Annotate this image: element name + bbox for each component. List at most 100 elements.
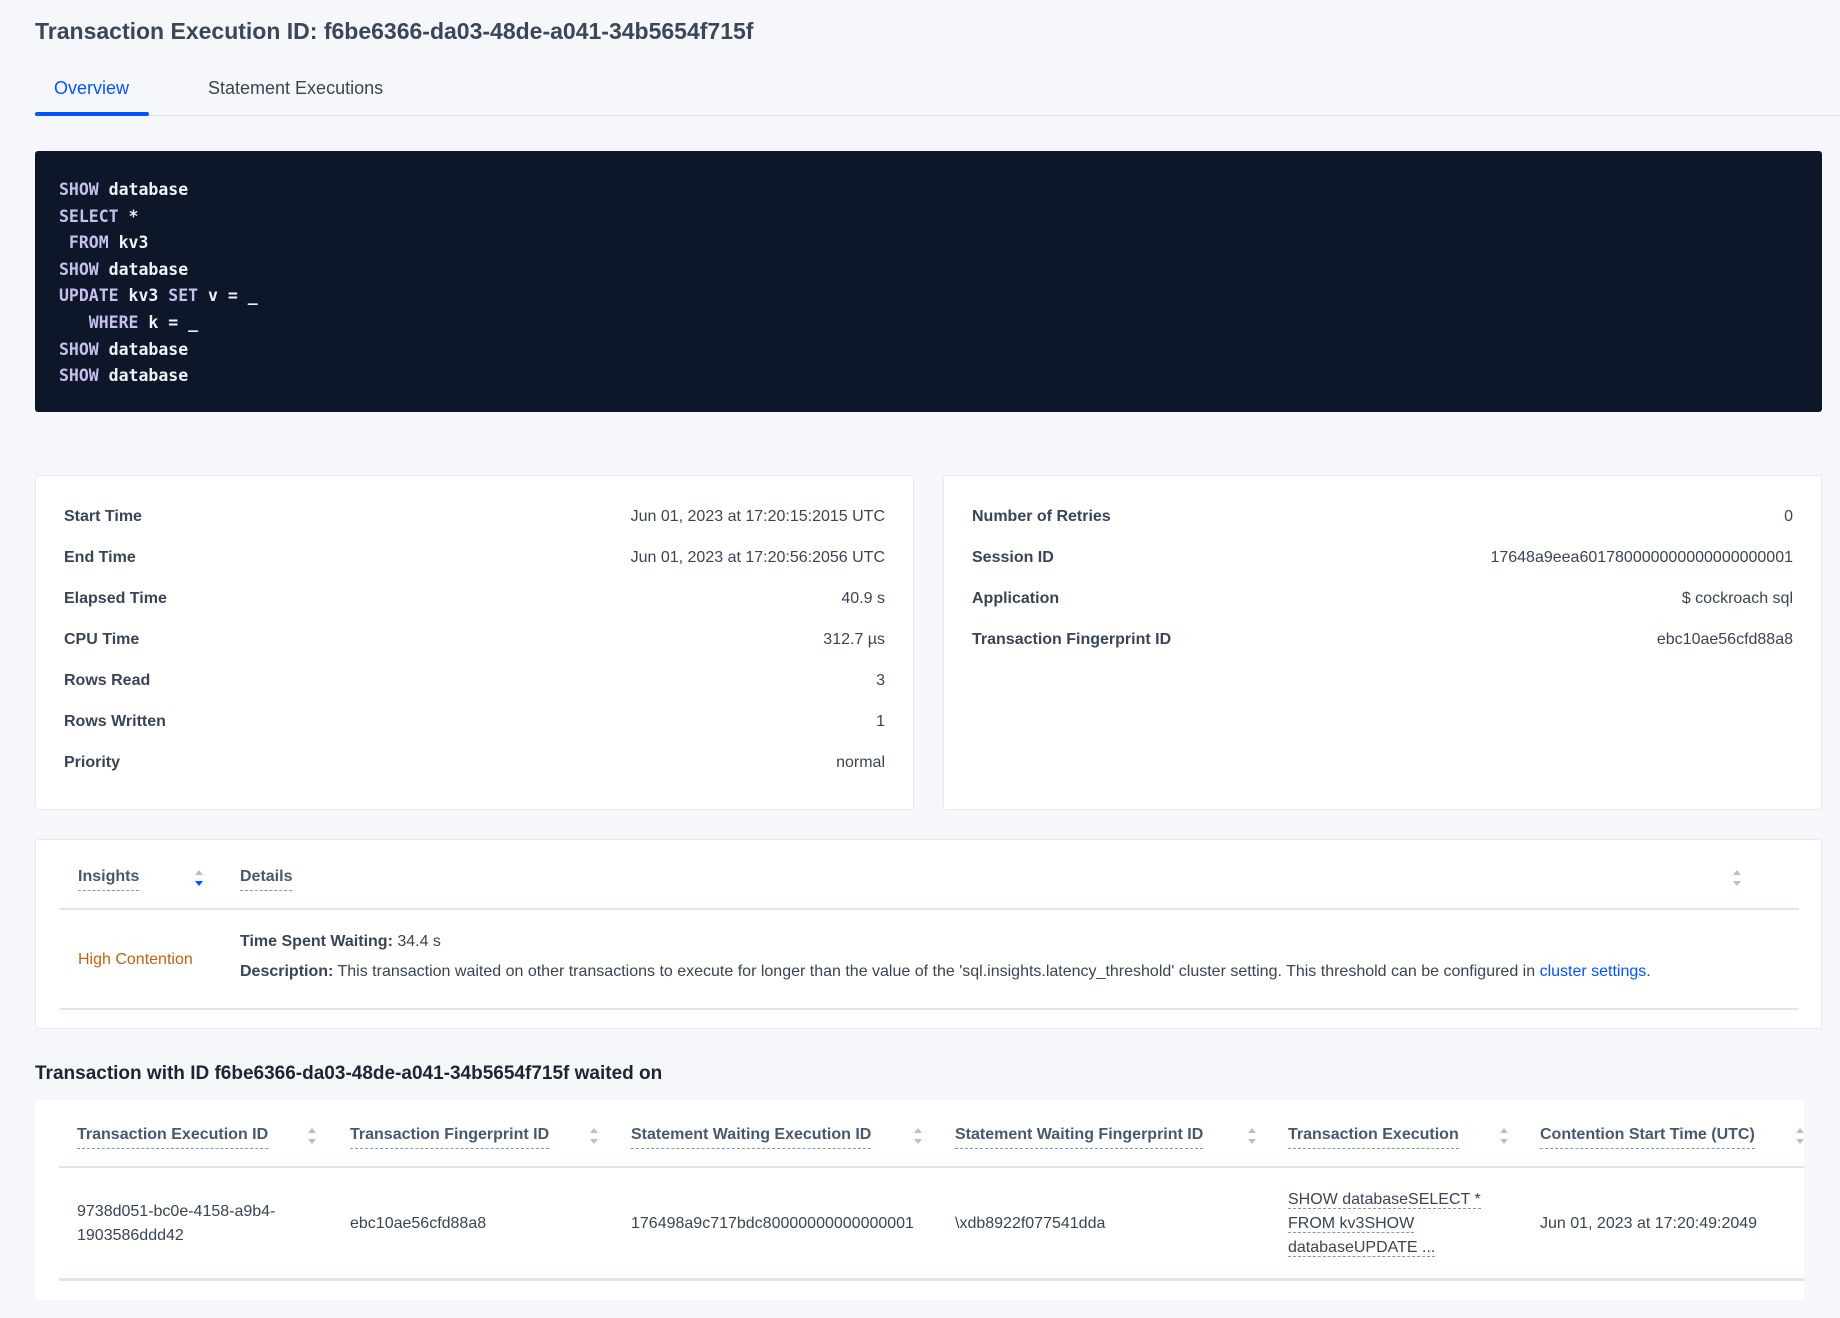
sql-text: kv3 (108, 233, 149, 253)
stmt-exec-id-cell: 176498a9c717bdc80000000000000001 (631, 1215, 914, 1232)
sql-keyword: UPDATE (59, 286, 119, 306)
contention-start-cell: Jun 01, 2023 at 17:20:49:2049 (1540, 1215, 1758, 1232)
summary-row: Priority normal (64, 754, 885, 776)
stmt-fingerprint-cell: \xdb8922f077541dda (955, 1215, 1106, 1232)
insights-column-header[interactable]: Insights (78, 868, 140, 891)
summary-row: CPU Time 312.7 µs (64, 631, 885, 653)
sort-icon[interactable] (589, 1128, 599, 1144)
column-header[interactable]: Transaction Execution ID (77, 1126, 269, 1149)
summary-card-right: Number of Retries 0 Session ID 17648a9eea60… (943, 475, 1822, 810)
sql-line: SHOW database (59, 337, 1798, 364)
sql-line: SHOW database (59, 257, 1798, 284)
summary-row: Session ID 17648a9eea60178000000000000000… (972, 549, 1793, 571)
sort-icon[interactable] (1732, 870, 1742, 886)
sql-line: UPDATE kv3 SET v = _ (59, 283, 1798, 310)
insight-type: High Contention (78, 951, 193, 968)
divider (60, 1008, 1799, 1010)
tab-divider (35, 115, 1840, 116)
sql-text: database (98, 180, 189, 199)
description-end: . (1646, 963, 1651, 980)
summary-label: Transaction Fingerprint ID (972, 631, 1172, 648)
summary-label: Priority (64, 754, 121, 771)
summary-row: Transaction Fingerprint ID ebc10ae56cfd88… (972, 631, 1793, 653)
summary-value: Jun 01, 2023 at 17:20:56:2056 UTC (630, 549, 885, 566)
time-value: 34.4 s (392, 933, 441, 950)
sql-code-block: SHOW database SELECT * FROM kv3 SHOW datab… (35, 151, 1822, 412)
sql-text: database (98, 366, 189, 386)
summary-label: Session ID (972, 549, 1054, 566)
txn-execution-cell[interactable]: SHOW databaseSELECT * FROM kv3SHOW datab… (1288, 1188, 1481, 1260)
divider (59, 1166, 1804, 1168)
description: Description: This transaction waited on … (240, 960, 1651, 984)
sort-icon[interactable] (194, 870, 204, 886)
column-header[interactable]: Statement Waiting Fingerprint ID (955, 1126, 1204, 1149)
sql-line: SHOW database (59, 177, 1798, 204)
description-label: Description: (240, 963, 334, 980)
tab-statement-executions[interactable]: Statement Executions (208, 78, 384, 98)
insights-card: Insights Details High Contention Time Sp… (35, 839, 1822, 1029)
summary-label: CPU Time (64, 631, 140, 648)
sort-icon[interactable] (1247, 1128, 1257, 1144)
fingerprint-link[interactable]: ebc10ae56cfd88a8 (1656, 631, 1793, 648)
sql-keyword: WHERE (59, 312, 139, 332)
sql-text: kv3 (118, 286, 169, 306)
waited-on-table: Transaction Execution ID Transaction Fing… (35, 1100, 1804, 1300)
sql-keyword: SHOW (59, 259, 99, 279)
active-tab-indicator (35, 112, 149, 116)
details-column-header[interactable]: Details (240, 868, 293, 891)
summary-value: normal (836, 754, 885, 771)
summary-label: Application (972, 590, 1060, 607)
summary-label: Elapsed Time (64, 590, 167, 607)
summary-value: 1 (876, 713, 885, 730)
summary-label: Rows Written (64, 713, 166, 730)
summary-row: Number of Retries 0 (972, 508, 1793, 530)
txn-exec-line: databaseUPDATE ... (1288, 1239, 1436, 1257)
sql-keyword: SET (168, 286, 199, 306)
time-label: Time Spent Waiting: (240, 933, 393, 950)
sql-keyword: SHOW (59, 180, 99, 199)
sql-text: k = _ (138, 312, 199, 332)
description-text: This transaction waited on other transac… (333, 963, 1540, 980)
sort-icon[interactable] (1795, 1128, 1805, 1144)
summary-label: Number of Retries (972, 508, 1111, 525)
summary-row: Rows Written 1 (64, 713, 885, 735)
column-header[interactable]: Statement Waiting Execution ID (631, 1126, 872, 1149)
summary-label: Start Time (64, 508, 142, 525)
tab-overview[interactable]: Overview (54, 78, 130, 98)
column-header[interactable]: Contention Start Time (UTC) (1540, 1126, 1755, 1149)
summary-value: 312.7 µs (823, 631, 885, 648)
sql-keyword: SHOW (59, 366, 99, 386)
sql-line: SHOW database (59, 363, 1798, 390)
summary-row: Application $ cockroach sql (972, 590, 1793, 612)
column-header[interactable]: Transaction Fingerprint ID (350, 1126, 550, 1149)
column-header[interactable]: Transaction Execution (1288, 1126, 1459, 1149)
txn-exec-id-cell: 9738d051-bc0e-4158-a9b4-1903586ddd42 (77, 1203, 276, 1244)
sql-text: v = _ (198, 286, 258, 306)
sql-text: database (98, 259, 189, 279)
sql-keyword: SHOW (59, 339, 99, 359)
sort-icon[interactable] (1499, 1128, 1509, 1144)
summary-value: Jun 01, 2023 at 17:20:15:2015 UTC (630, 508, 885, 525)
divider (60, 908, 1799, 910)
summary-label: End Time (64, 549, 136, 566)
sort-icon[interactable] (913, 1128, 923, 1144)
cluster-settings-link[interactable]: cluster settings (1539, 963, 1647, 980)
sql-text: * (118, 206, 139, 226)
summary-value: 40.9 s (841, 590, 885, 607)
summary-row: Elapsed Time 40.9 s (64, 590, 885, 612)
summary-label: Rows Read (64, 672, 151, 689)
summary-value: 3 (876, 672, 885, 689)
summary-value: $ cockroach sql (1681, 590, 1793, 607)
time-spent-waiting: Time Spent Waiting: 34.4 s (240, 930, 441, 954)
sql-line: FROM kv3 (59, 230, 1798, 257)
page-title: Transaction Execution ID: f6be6366-da03-… (35, 18, 754, 44)
txn-exec-line: SHOW databaseSELECT * (1288, 1191, 1481, 1209)
sort-icon[interactable] (307, 1128, 317, 1144)
sql-line: WHERE k = _ (59, 310, 1798, 337)
summary-card-left: Start Time Jun 01, 2023 at 17:20:15:2015 … (35, 475, 914, 810)
txn-fingerprint-cell: ebc10ae56cfd88a8 (350, 1215, 487, 1232)
txn-exec-line: FROM kv3SHOW (1288, 1215, 1415, 1233)
divider (59, 1278, 1804, 1281)
sql-text: database (98, 339, 189, 359)
sql-keyword: FROM (59, 233, 109, 253)
